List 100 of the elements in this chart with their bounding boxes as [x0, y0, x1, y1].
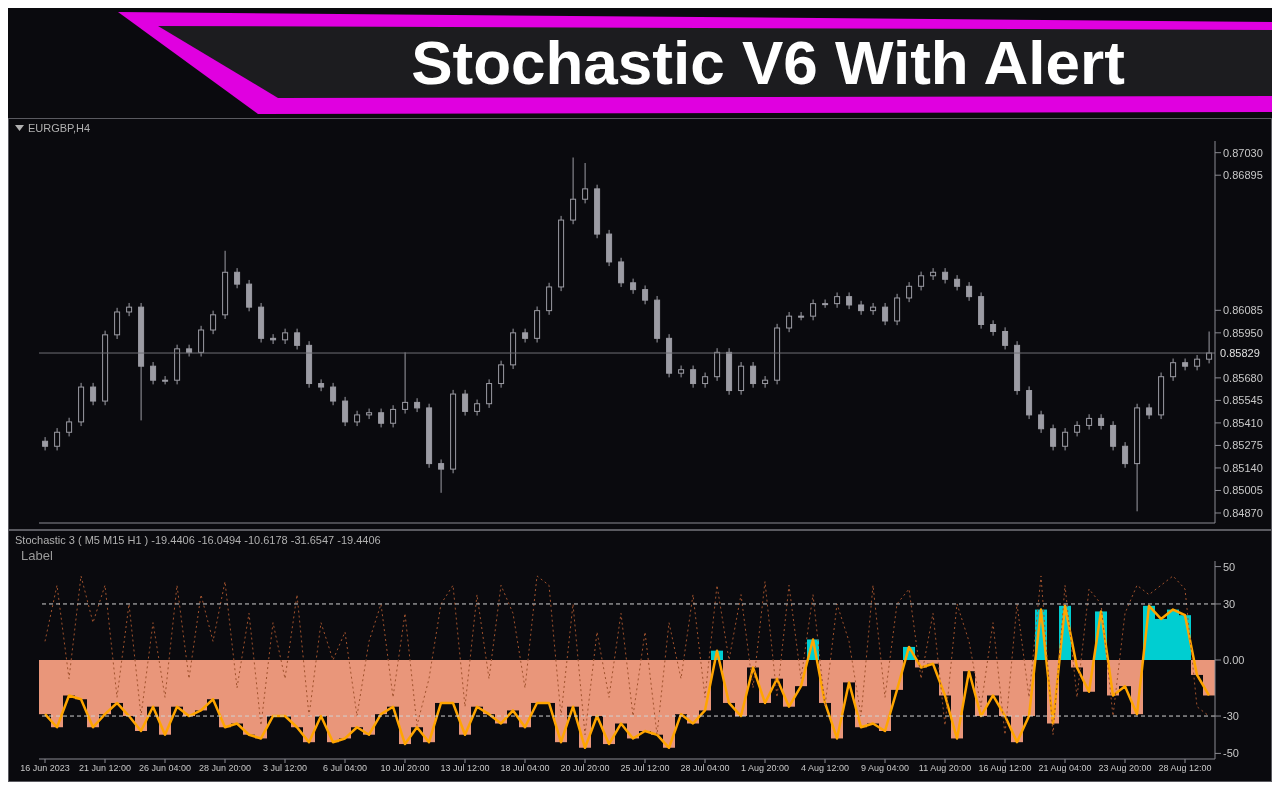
x-tick-label: 16 Jun 2023 [20, 763, 70, 774]
x-tick-label: 13 Jul 12:00 [440, 763, 490, 774]
candlestick [630, 278, 637, 295]
candlestick [882, 302, 889, 326]
candlestick [1074, 420, 1081, 437]
x-tick-label: 9 Aug 04:00 [860, 763, 910, 774]
y-tick-label: 0.85275 [1223, 439, 1263, 452]
y-tick-label: -50 [1223, 747, 1239, 760]
candlestick [522, 328, 529, 344]
candlestick [90, 382, 97, 406]
y-tick-label: 0.85140 [1223, 461, 1263, 474]
candlestick [330, 382, 337, 406]
candlestick [414, 397, 421, 413]
y-tick-label: 0.85680 [1223, 371, 1263, 384]
line-series [43, 604, 1211, 750]
candlestick [942, 267, 949, 284]
x-tick-label: 28 Aug 12:00 [1158, 763, 1212, 774]
x-tick-label: 3 Jul 12:00 [262, 763, 308, 774]
candlestick [210, 310, 217, 335]
candlestick [858, 300, 865, 316]
y-tick-label: 0.84870 [1223, 506, 1263, 519]
candlestick [870, 302, 877, 316]
chart-title: Stochastic V6 With Alert [410, 26, 1126, 99]
candlestick [1194, 354, 1201, 371]
x-tick-label: 21 Jun 12:00 [78, 763, 132, 774]
candlestick [42, 436, 49, 451]
candlestick [318, 378, 325, 392]
candlestick [894, 293, 901, 326]
candlestick [126, 302, 133, 317]
candlestick [1050, 424, 1057, 451]
ref-line-label: 0.85829 [1220, 346, 1260, 359]
candlestick [1098, 413, 1105, 431]
candlestick [954, 274, 961, 291]
candlestick [678, 365, 685, 378]
candlestick [438, 458, 445, 494]
x-tick-label: 6 Jul 04:00 [322, 763, 368, 774]
line-series [44, 575, 1210, 736]
candlestick [990, 319, 997, 337]
candlestick [1086, 413, 1093, 431]
candlestick [810, 298, 817, 321]
candlestick [282, 328, 289, 345]
candlestick [1182, 358, 1189, 371]
x-tick-label: 20 Jul 20:00 [560, 763, 610, 774]
candlestick [1110, 420, 1117, 451]
candlestick [294, 328, 301, 351]
candlestick [462, 389, 469, 417]
candlestick [966, 281, 973, 302]
chart-subtitle: EURGBP,H4 [28, 122, 91, 134]
candlestick [702, 372, 709, 389]
annotation: Label [21, 548, 53, 563]
y-tick-label: 0.85005 [1223, 484, 1263, 497]
candlestick [390, 404, 397, 428]
candlestick [570, 157, 577, 225]
candlestick [906, 281, 913, 303]
candlestick [114, 307, 121, 340]
candlestick [798, 311, 805, 321]
candlestick [366, 408, 373, 420]
candlestick [918, 271, 925, 291]
candlestick [1122, 441, 1129, 469]
candlestick [246, 279, 253, 312]
candlestick [642, 284, 649, 305]
candlestick [234, 267, 241, 289]
candlestick [198, 325, 205, 358]
y-tick-label: -30 [1223, 709, 1239, 722]
y-tick-label: 0.86895 [1223, 169, 1263, 182]
candlestick [930, 267, 937, 281]
candlestick [1038, 410, 1045, 434]
x-tick-label: 16 Aug 12:00 [978, 763, 1032, 774]
candlestick [834, 291, 841, 309]
chart-title: Stochastic 3 ( M5 M15 H1 ) -19.4406 -16.0494 -10.6178 -31.6547 -19.4406 [15, 534, 381, 546]
candlestick [1062, 427, 1069, 451]
y-tick-label: 0.00 [1223, 653, 1245, 666]
x-tick-label: 28 Jul 04:00 [680, 763, 730, 774]
candlestick [378, 408, 385, 428]
candlestick [618, 257, 625, 288]
candlestick [402, 351, 409, 415]
candlestick [822, 298, 829, 309]
candlestick [690, 365, 697, 389]
candlestick [786, 311, 793, 333]
x-tick-label: 26 Jun 04:00 [138, 763, 192, 774]
y-tick-label: 50 [1223, 560, 1236, 573]
candlestick [162, 375, 169, 385]
x-tick-label: 4 Aug 12:00 [800, 763, 850, 774]
y-tick-label: 0.87030 [1223, 146, 1263, 159]
candlestick [546, 282, 553, 316]
candlestick [498, 360, 505, 389]
candlestick [150, 361, 157, 385]
y-tick-label: 0.85545 [1223, 394, 1263, 407]
x-tick-label: 23 Aug 20:00 [1098, 763, 1152, 774]
candlestick [762, 375, 769, 389]
candlestick [750, 361, 757, 389]
y-tick-label: 0.85410 [1223, 416, 1263, 429]
x-tick-label: 25 Jul 12:00 [620, 763, 670, 774]
x-tick-label: 10 Jul 20:00 [380, 763, 430, 774]
candlestick [66, 417, 73, 437]
candlestick [186, 344, 193, 358]
candlestick [486, 378, 493, 409]
candlestick [54, 427, 61, 451]
candlestick [582, 162, 589, 204]
x-tick-label: 1 Aug 20:00 [740, 763, 790, 774]
